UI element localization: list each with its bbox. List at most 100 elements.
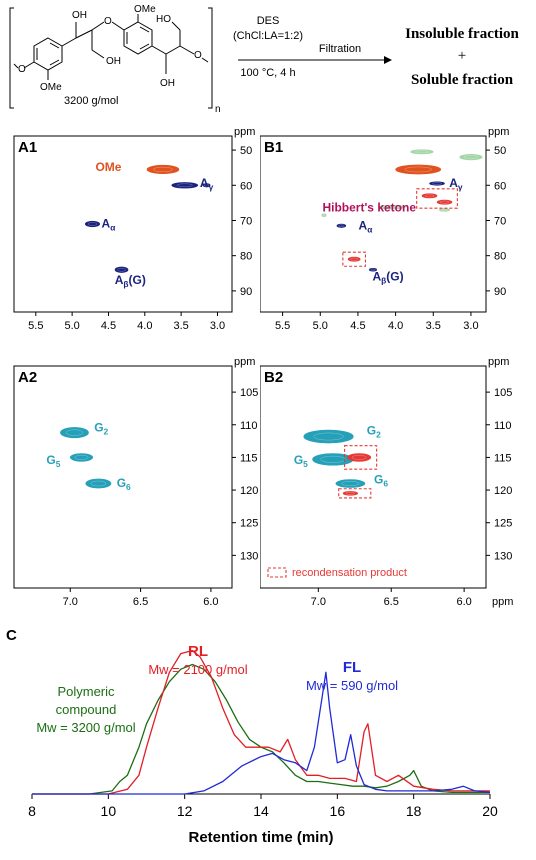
panel-title: B1: [264, 139, 283, 156]
nmr-peak: [69, 453, 94, 462]
recondensation-box: [344, 445, 378, 470]
nmr-peak: [347, 256, 361, 262]
x-tick-label: 6.0: [456, 596, 471, 608]
y-tick-label: 80: [494, 251, 506, 263]
ome-label-1: OMe: [40, 82, 62, 93]
plot-frame: [260, 365, 487, 589]
peak-label: Aβ(G): [115, 273, 146, 289]
y-tick-label: 50: [240, 145, 252, 157]
legend-swatch: [267, 567, 287, 578]
legend-label: recondensation product: [292, 567, 407, 579]
nmr-peak: [146, 164, 180, 174]
y-tick-label: 120: [494, 485, 512, 497]
x-tick-label: 3.5: [426, 320, 441, 332]
y-tick-label: 105: [494, 387, 512, 399]
oh-label-1: OH: [72, 10, 87, 21]
nmr-peak: [60, 427, 89, 439]
x-tick-label: 4.5: [350, 320, 365, 332]
x-tick-label: 7.0: [311, 596, 326, 608]
x-tick-label: 5.5: [28, 320, 43, 332]
x-tick-label: 6.5: [133, 596, 148, 608]
series-line: [32, 649, 490, 795]
plot-frame: [13, 135, 233, 313]
nmr-peak: [114, 266, 129, 273]
nmr-peak-contour: [176, 183, 193, 188]
nmr-peak-contour: [341, 481, 360, 486]
nmr-peak-contour: [87, 222, 98, 226]
y-tick-label: 90: [494, 286, 506, 298]
recondensation-box: [338, 488, 372, 499]
nmr-peak: [377, 205, 406, 210]
o-label-3: O: [194, 50, 202, 61]
left-bracket: [9, 7, 14, 109]
nmr-peak-contour: [370, 268, 376, 271]
y-tick-label: 50: [494, 145, 506, 157]
ppm-label-y: ppm: [234, 356, 255, 368]
filtration-label: Filtration: [319, 43, 361, 55]
nmr-peak: [335, 479, 366, 488]
nmr-peak: [395, 164, 442, 175]
y-tick-label: 130: [494, 550, 512, 562]
oh-label-3: HO: [156, 14, 171, 25]
nmr-peak-contour: [345, 492, 355, 495]
y-tick-label: 115: [240, 452, 258, 464]
ppm-label-y: ppm: [234, 126, 255, 138]
nmr-peak-contour: [463, 155, 478, 159]
arrow-des-label: DES: [257, 15, 280, 27]
nmr-peak-contour: [322, 214, 326, 217]
nmr-peak: [459, 154, 483, 161]
nmr-peak: [438, 208, 451, 212]
plus-sign: +: [458, 48, 466, 64]
nmr-peak-contour: [414, 150, 429, 154]
x-tick-label: 5.0: [313, 320, 328, 332]
peak-label: G6: [117, 476, 131, 492]
fl-mw-label: Mw = 590 g/mol: [306, 678, 398, 693]
nmr-peak-contour: [350, 257, 358, 261]
nmr-peak-contour: [74, 455, 89, 460]
pc-label-1: Polymeric: [57, 684, 115, 699]
aromatic-ring-1: [33, 37, 63, 71]
series-line: [32, 663, 490, 795]
y-tick-label: 115: [494, 452, 512, 464]
x-tick-label: 6.0: [203, 596, 218, 608]
insoluble-fraction-label: Insoluble fraction: [405, 26, 519, 42]
x-tick-label: 3.5: [173, 320, 188, 332]
nmr-peak-contour: [338, 224, 345, 227]
y-tick-label: 110: [494, 420, 512, 432]
peak-label: G5: [294, 453, 308, 469]
nmr-peak: [85, 478, 112, 489]
peak-label: G6: [374, 473, 388, 489]
peak-label: OMe: [95, 160, 121, 174]
nmr-peak: [202, 183, 211, 188]
nmr-peak-contour: [404, 166, 432, 173]
nmr-peak: [436, 199, 453, 205]
polymer-mw-label: 3200 g/mol: [64, 95, 118, 107]
nmr-peak-contour: [153, 166, 173, 172]
arrow-conditions-label: 100 °C, 4 h: [240, 67, 295, 79]
y-tick-label: 70: [240, 215, 252, 227]
nmr-peak-contour: [90, 480, 107, 487]
nmr-peak-contour: [117, 268, 126, 272]
nmr-peak-contour: [204, 184, 209, 187]
peak-label: Aγ: [449, 176, 463, 192]
rl-label: RL: [188, 643, 208, 660]
o-label-1: O: [18, 64, 26, 75]
x-tick-label: 10: [101, 803, 117, 819]
y-tick-label: 125: [494, 518, 512, 530]
peak-label: Hibbert's ketone: [322, 201, 416, 215]
nmr-peak: [303, 429, 354, 444]
y-tick-label: 60: [240, 180, 252, 192]
oh-label-4: OH: [160, 78, 175, 89]
reaction-scheme: n O OMe OH OH O OMe OH HO O 3200 g/mol D…: [9, 4, 520, 115]
nmr-peak: [410, 149, 434, 155]
x-tick-label: 12: [177, 803, 193, 819]
gpc-chart-panel-c: C 8 10 12 14 16 18 20 Retention time (min) RL Mw =…: [6, 627, 498, 846]
panel-title: A2: [18, 369, 37, 386]
x-tick-label: 3.0: [210, 320, 225, 332]
x-tick-label: 4.5: [101, 320, 116, 332]
y-tick-label: 120: [240, 485, 258, 497]
pc-label-2: compound: [56, 702, 117, 717]
nmr-panel-a2: A2 105 110 115 120 125 130 ppm 7.0 6.5 6.0 G2 G5 G6: [13, 356, 258, 608]
y-tick-label: 105: [240, 387, 258, 399]
nmr-peak-contour: [65, 429, 84, 436]
